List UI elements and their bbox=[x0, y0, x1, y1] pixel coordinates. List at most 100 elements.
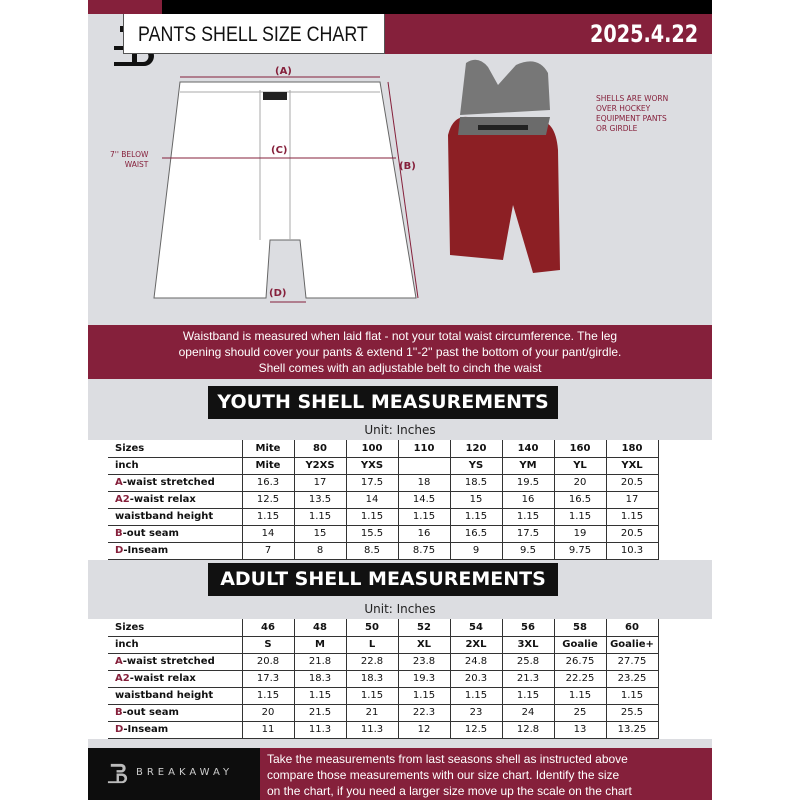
adult-size-table: Sizes 46 48 50 52 54 56 58 60 inch S M L XL 2XL 3XL Goal… bbox=[88, 619, 712, 739]
row-label: Sizes bbox=[108, 440, 243, 458]
row-label-text: Sizes bbox=[115, 621, 145, 633]
table-row: waistband height 1.15 1.15 1.15 1.15 1.15 1.15… bbox=[108, 507, 659, 526]
table-cell: 52 bbox=[397, 619, 451, 637]
table-cell: 56 bbox=[501, 619, 555, 637]
table-cell: 22.3 bbox=[397, 703, 451, 722]
table-cell: 15 bbox=[449, 490, 503, 509]
table-cell: 8.75 bbox=[397, 541, 451, 560]
row-label-text: -out seam bbox=[122, 528, 179, 539]
table-cell: 20.3 bbox=[449, 669, 503, 688]
row-label-text: inch bbox=[115, 639, 139, 650]
shell-worn-note: SHELLS ARE WORN OVER HOCKEY EQUIPMENT PANT… bbox=[596, 94, 669, 133]
table-cell: 12.5 bbox=[449, 720, 503, 739]
row-label-prefix: D bbox=[115, 545, 124, 556]
table-cell: 17 bbox=[293, 473, 347, 492]
row-label-prefix: B bbox=[115, 707, 123, 718]
row-label: A2-waist relax bbox=[108, 490, 243, 509]
table-row: B-out seam 20 21.5 21 22.3 23 24 25 25.5 bbox=[108, 703, 659, 722]
table-cell: Y2XS bbox=[293, 456, 347, 475]
table-cell: 1.15 bbox=[241, 686, 295, 705]
table-cell: 8.5 bbox=[345, 541, 399, 560]
breakaway-footer-logo-icon bbox=[107, 763, 128, 784]
brand-name: BREAKAWAY bbox=[136, 767, 234, 778]
row-label: Sizes bbox=[108, 619, 243, 637]
table-cell: 2XL bbox=[449, 635, 503, 654]
table-cell: 14 bbox=[345, 490, 399, 509]
table-cell: 15 bbox=[293, 524, 347, 543]
row-label-prefix: B bbox=[115, 528, 123, 539]
table-cell: 21.5 bbox=[293, 703, 347, 722]
table-cell: 80 bbox=[293, 440, 347, 458]
table-cell: YS bbox=[449, 456, 503, 475]
table-cell: 11.3 bbox=[293, 720, 347, 739]
table-row: A-waist stretched 20.8 21.8 22.8 23.8 24.8 25.… bbox=[108, 652, 659, 671]
table-cell: Mite bbox=[241, 440, 295, 458]
footer-brand: BREAKAWAY bbox=[88, 748, 260, 800]
table-cell: 17.5 bbox=[501, 524, 555, 543]
row-label-text: inch bbox=[115, 460, 139, 471]
table-cell: 1.15 bbox=[449, 507, 503, 526]
table-cell: 1.15 bbox=[293, 507, 347, 526]
label-c: (C) bbox=[271, 145, 288, 156]
date-box: 2025.4.22 bbox=[385, 14, 712, 54]
row-label: inch bbox=[108, 456, 243, 475]
red-pants-photo bbox=[448, 59, 560, 274]
youth-section-title: YOUTH SHELL MEASUREMENTS bbox=[208, 386, 558, 419]
table-cell: 12.5 bbox=[241, 490, 295, 509]
table-cell: 21.3 bbox=[501, 669, 555, 688]
table-row: A-waist stretched 16.3 17 17.5 18 18.5 19.5 20 2… bbox=[108, 473, 659, 492]
table-cell: 46 bbox=[241, 619, 295, 637]
table-cell: 20.5 bbox=[605, 473, 659, 492]
table-cell: 20.5 bbox=[605, 524, 659, 543]
table-cell: 19.3 bbox=[397, 669, 451, 688]
table-cell: 20 bbox=[553, 473, 607, 492]
row-label-text: -waist relax bbox=[129, 673, 196, 684]
table-cell: 54 bbox=[449, 619, 503, 637]
row-label-prefix: A bbox=[115, 656, 123, 667]
top-bar-accent bbox=[88, 0, 162, 14]
table-cell: 11 bbox=[241, 720, 295, 739]
row-label: waistband height bbox=[108, 507, 243, 526]
table-row: D-Inseam 7 8 8.5 8.75 9 9.5 9.75 10.3 bbox=[108, 541, 659, 560]
table-cell: 16.5 bbox=[449, 524, 503, 543]
table-cell: 13 bbox=[553, 720, 607, 739]
table-cell: 24.8 bbox=[449, 652, 503, 671]
row-label-prefix: A2 bbox=[115, 494, 130, 505]
table-cell: 58 bbox=[553, 619, 607, 637]
pants-diagram bbox=[153, 76, 419, 303]
date-label: 2025.4.22 bbox=[589, 20, 698, 48]
table-cell: 21 bbox=[345, 703, 399, 722]
adult-unit-label: Unit: Inches bbox=[364, 602, 436, 616]
table-cell: 13.25 bbox=[605, 720, 659, 739]
table-cell: 18.3 bbox=[293, 669, 347, 688]
row-label-text: -waist stretched bbox=[122, 656, 215, 667]
row-label: D-Inseam bbox=[108, 720, 243, 739]
table-cell: 11.3 bbox=[345, 720, 399, 739]
table-row: A2-waist relax 12.5 13.5 14 14.5 15 16 16.5 17 bbox=[108, 490, 659, 509]
row-label-prefix: A2 bbox=[115, 673, 130, 684]
table-cell: 1.15 bbox=[501, 507, 555, 526]
row-label: A2-waist relax bbox=[108, 669, 243, 688]
row-label: D-Inseam bbox=[108, 541, 243, 560]
table-cell: 120 bbox=[449, 440, 503, 458]
title-box: PANTS SHELL SIZE CHART bbox=[123, 14, 385, 54]
youth-unit-label: Unit: Inches bbox=[364, 423, 436, 437]
table-cell: 15.5 bbox=[345, 524, 399, 543]
table-cell: 18 bbox=[397, 473, 451, 492]
row-label: A-waist stretched bbox=[108, 473, 243, 492]
size-chart-page: PANTS SHELL SIZE CHART 2025.4.22 (A) (C)… bbox=[88, 0, 712, 800]
measurement-instructions-banner: Waistband is measured when laid flat - n… bbox=[88, 325, 712, 379]
table-cell: 110 bbox=[397, 440, 451, 458]
table-cell: 25.5 bbox=[605, 703, 659, 722]
table-cell: 60 bbox=[605, 619, 659, 637]
table-cell: 23.25 bbox=[605, 669, 659, 688]
table-cell: 17 bbox=[605, 490, 659, 509]
table-cell: 9.75 bbox=[553, 541, 607, 560]
table-cell: 140 bbox=[501, 440, 555, 458]
table-cell: 21.8 bbox=[293, 652, 347, 671]
table-cell: 14.5 bbox=[397, 490, 451, 509]
table-cell: 23.8 bbox=[397, 652, 451, 671]
table-cell: 24 bbox=[501, 703, 555, 722]
table-cell: 18.5 bbox=[449, 473, 503, 492]
page-title: PANTS SHELL SIZE CHART bbox=[138, 23, 368, 46]
